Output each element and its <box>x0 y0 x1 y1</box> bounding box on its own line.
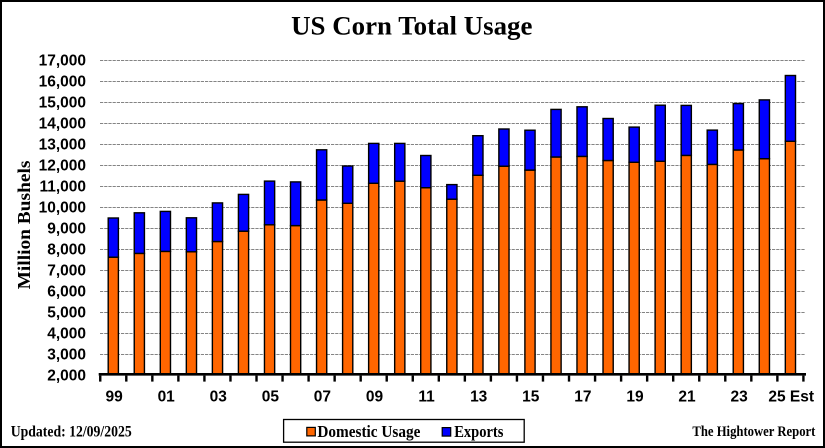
svg-text:01: 01 <box>158 389 176 406</box>
svg-text:21: 21 <box>678 389 696 406</box>
svg-text:99: 99 <box>105 389 123 406</box>
svg-text:4,000: 4,000 <box>47 325 86 342</box>
svg-text:03: 03 <box>210 389 228 406</box>
svg-text:Exports: Exports <box>454 422 504 441</box>
svg-text:6,000: 6,000 <box>47 283 86 300</box>
svg-text:10,000: 10,000 <box>39 199 86 216</box>
svg-text:Updated: 12/09/2025: Updated: 12/09/2025 <box>11 423 132 440</box>
svg-text:13: 13 <box>470 389 488 406</box>
svg-text:23: 23 <box>730 389 748 406</box>
svg-text:Million Bushels: Million Bushels <box>14 161 34 290</box>
svg-text:The Hightower Report: The Hightower Report <box>692 424 815 440</box>
svg-text:12,000: 12,000 <box>39 157 86 174</box>
svg-text:2,000: 2,000 <box>47 367 86 384</box>
svg-text:7,000: 7,000 <box>47 262 86 279</box>
svg-text:15: 15 <box>522 389 540 406</box>
svg-text:3,000: 3,000 <box>47 346 86 363</box>
svg-text:Domestic Usage: Domestic Usage <box>317 422 420 441</box>
svg-text:09: 09 <box>366 389 384 406</box>
svg-text:15,000: 15,000 <box>39 94 86 111</box>
svg-text:9,000: 9,000 <box>47 220 86 237</box>
svg-text:25 Est: 25 Est <box>768 389 814 406</box>
svg-text:5,000: 5,000 <box>47 304 86 321</box>
svg-text:11,000: 11,000 <box>39 178 86 195</box>
svg-text:17: 17 <box>574 389 591 406</box>
svg-text:17,000: 17,000 <box>39 52 86 69</box>
svg-text:19: 19 <box>626 389 644 406</box>
svg-text:11: 11 <box>418 389 435 406</box>
svg-text:8,000: 8,000 <box>47 241 86 258</box>
svg-text:13,000: 13,000 <box>39 136 86 153</box>
svg-text:US Corn Total Usage: US Corn Total Usage <box>291 11 532 40</box>
svg-text:14,000: 14,000 <box>39 115 86 132</box>
svg-text:07: 07 <box>314 389 331 406</box>
svg-text:05: 05 <box>262 389 280 406</box>
svg-text:16,000: 16,000 <box>39 73 86 90</box>
